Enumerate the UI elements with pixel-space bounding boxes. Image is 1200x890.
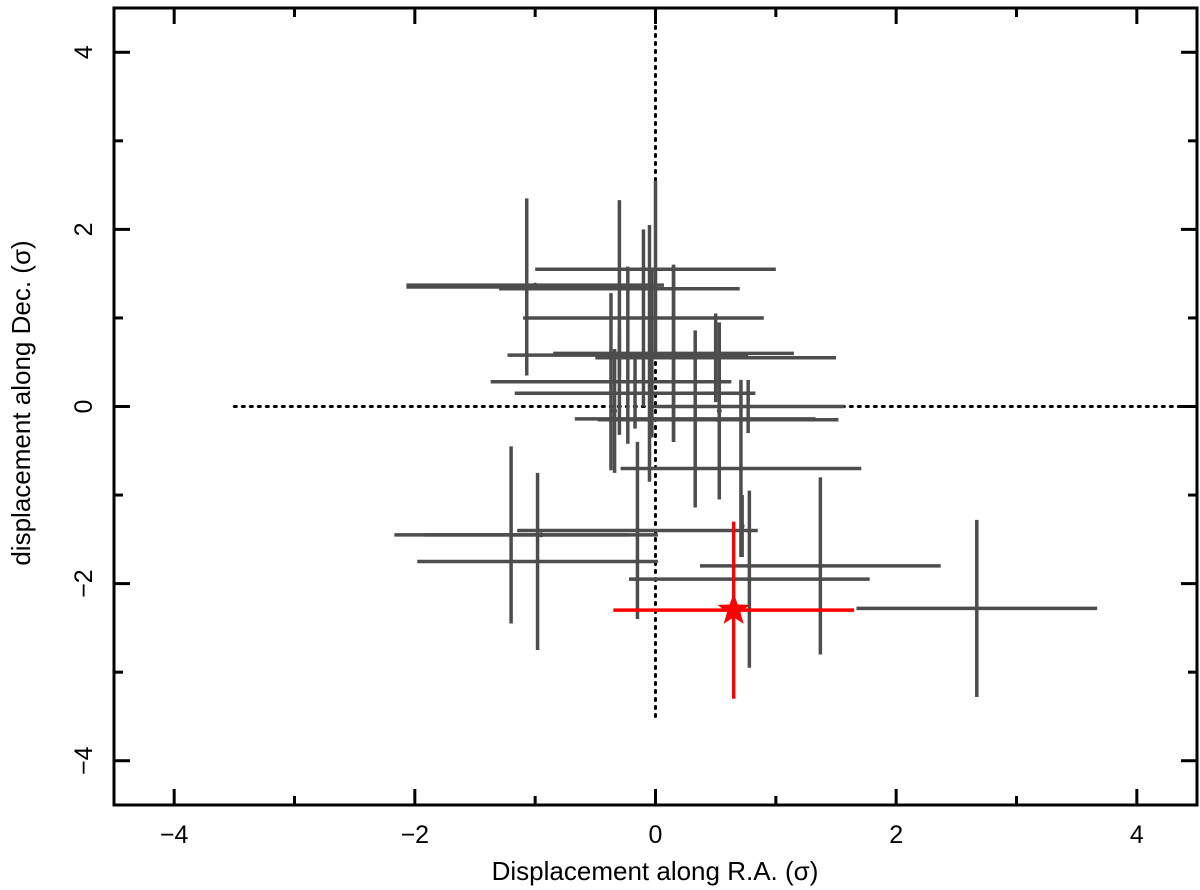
data-point — [417, 472, 658, 651]
data-point — [612, 348, 618, 473]
y-tick-label: −2 — [70, 569, 98, 598]
error-bars — [394, 180, 1098, 699]
y-axis-title: displacement along Dec. (σ) — [6, 240, 36, 565]
x-tick-label: −2 — [401, 821, 430, 849]
data-point — [856, 519, 1098, 697]
point-marker — [616, 379, 622, 385]
y-tick-label: 0 — [70, 400, 98, 414]
x-tick-label: −4 — [160, 821, 189, 849]
data-point — [523, 229, 764, 407]
point-marker — [671, 350, 677, 356]
point-marker — [653, 266, 658, 272]
point-marker — [612, 408, 618, 414]
y-tick-label: −4 — [70, 746, 98, 775]
point-marker — [640, 315, 646, 321]
data-point — [595, 313, 836, 403]
axes: −4 −2 0 2 4 −4 −2 0 2 4 — [70, 6, 1199, 849]
y-tick-label: 2 — [70, 222, 98, 236]
point-marker — [634, 527, 640, 533]
data-point — [517, 441, 758, 620]
point-marker — [649, 350, 655, 356]
x-tick-label: 2 — [889, 821, 903, 849]
data-point — [547, 328, 692, 435]
data-point — [671, 264, 677, 442]
data-point — [424, 532, 658, 538]
point-marker — [532, 282, 538, 288]
data-point — [649, 269, 655, 438]
data-point — [629, 490, 870, 668]
data-point — [700, 477, 941, 655]
point-marker — [632, 390, 638, 396]
x-tick-label: 0 — [649, 821, 663, 849]
data-point — [651, 379, 845, 434]
point-marker — [738, 465, 744, 471]
y-tick-label: 4 — [70, 45, 98, 59]
x-axis-title: Displacement along R.A. (σ) — [492, 856, 819, 886]
point-marker — [713, 355, 719, 361]
star-marker — [717, 593, 750, 624]
point-marker — [616, 286, 622, 292]
data-point — [613, 521, 855, 699]
point-marker — [745, 404, 751, 409]
point-marker — [746, 576, 752, 582]
point-marker — [974, 605, 980, 611]
data-point — [406, 282, 664, 288]
point-marker — [817, 563, 823, 569]
point-marker — [538, 532, 544, 538]
data-point — [739, 495, 745, 558]
point-marker — [739, 523, 745, 529]
data-point — [514, 357, 756, 429]
point-marker — [535, 558, 541, 564]
point-marker — [716, 408, 722, 414]
data-point — [716, 322, 722, 500]
data-point — [535, 180, 776, 358]
data-point — [507, 266, 749, 444]
x-tick-label: 4 — [1130, 821, 1144, 849]
